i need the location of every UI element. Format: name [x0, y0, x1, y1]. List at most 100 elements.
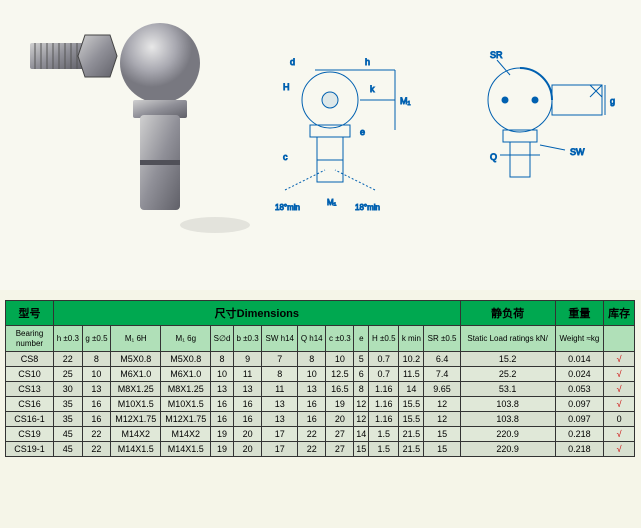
cell-sr: 12 — [424, 397, 460, 412]
cell-e: 5 — [354, 352, 369, 367]
cell-hc: 1.16 — [369, 412, 399, 427]
cell-ck: √ — [604, 382, 635, 397]
header-dimensions: 尺寸Dimensions — [54, 301, 461, 326]
cell-sr: 9.65 — [424, 382, 460, 397]
cell-b: 16 — [233, 412, 262, 427]
cell-q: 16 — [298, 397, 326, 412]
cell-load: 220.9 — [460, 442, 555, 457]
cell-wt: 0.097 — [555, 412, 604, 427]
cell-bearing: CS16-1 — [6, 412, 54, 427]
header-model: 型号 — [6, 301, 54, 326]
svg-text:g: g — [610, 96, 615, 106]
cell-b: 13 — [233, 382, 262, 397]
cell-k: 14 — [399, 382, 424, 397]
header-stock: 库存 — [604, 301, 635, 326]
cell-m1h: M10X1.5 — [111, 397, 161, 412]
cell-wt: 0.014 — [555, 352, 604, 367]
cell-wt: 0.218 — [555, 442, 604, 457]
cell-ck: √ — [604, 397, 635, 412]
cell-b: 11 — [233, 367, 262, 382]
table-row: CS19-14522M14X1.5M14X1.51920172227151.52… — [6, 442, 635, 457]
cell-sw: 11 — [262, 382, 298, 397]
cell-sw: 13 — [262, 397, 298, 412]
cell-c: 20 — [326, 412, 354, 427]
cell-sd: 19 — [211, 442, 233, 457]
cell-load: 103.8 — [460, 412, 555, 427]
col-e: e — [354, 326, 369, 352]
cell-e: 6 — [354, 367, 369, 382]
cell-m1h: M14X1.5 — [111, 442, 161, 457]
col-k: k min — [399, 326, 424, 352]
cell-load: 220.9 — [460, 427, 555, 442]
cell-sw: 7 — [262, 352, 298, 367]
col-m1-6h: M₁ 6H — [111, 326, 161, 352]
cell-sr: 6.4 — [424, 352, 460, 367]
svg-text:c: c — [283, 152, 288, 162]
cell-c: 19 — [326, 397, 354, 412]
cell-g: 22 — [82, 442, 111, 457]
cell-m1h: M6X1.0 — [111, 367, 161, 382]
cell-q: 13 — [298, 382, 326, 397]
cell-hc: 1.16 — [369, 382, 399, 397]
cell-q: 16 — [298, 412, 326, 427]
cell-bearing: CS19-1 — [6, 442, 54, 457]
cell-g: 16 — [82, 397, 111, 412]
svg-text:e: e — [360, 127, 365, 137]
cell-q: 22 — [298, 442, 326, 457]
dimensions-table: 型号 尺寸Dimensions 静负荷 重量 库存 Bearing number… — [5, 300, 635, 457]
cell-c: 10 — [326, 352, 354, 367]
cell-h: 45 — [54, 442, 83, 457]
svg-text:Q: Q — [490, 152, 497, 162]
cell-sw: 17 — [262, 427, 298, 442]
cell-q: 22 — [298, 427, 326, 442]
col-weight: Weight ≈kg — [555, 326, 604, 352]
svg-text:k: k — [370, 84, 375, 94]
cell-k: 21.5 — [399, 442, 424, 457]
cell-m1g: M6X1.0 — [161, 367, 211, 382]
cell-wt: 0.097 — [555, 397, 604, 412]
cell-hc: 1.5 — [369, 442, 399, 457]
svg-text:M₁: M₁ — [400, 96, 411, 106]
table-row: CS133013M8X1.25M8X1.251313111316.581.161… — [6, 382, 635, 397]
cell-sw: 13 — [262, 412, 298, 427]
cell-sd: 10 — [211, 367, 233, 382]
cell-sr: 12 — [424, 412, 460, 427]
cell-g: 16 — [82, 412, 111, 427]
cell-m1h: M14X2 — [111, 427, 161, 442]
cell-q: 10 — [298, 367, 326, 382]
cell-k: 15.5 — [399, 412, 424, 427]
table-row: CS102510M6X1.0M6X1.0101181012.560.711.57… — [6, 367, 635, 382]
col-g: g ±0.5 — [82, 326, 111, 352]
col-b: b ±0.3 — [233, 326, 262, 352]
col-stock — [604, 326, 635, 352]
cell-h: 22 — [54, 352, 83, 367]
cell-hc: 1.16 — [369, 397, 399, 412]
col-sd: S∅d — [211, 326, 233, 352]
product-photo — [15, 15, 255, 245]
svg-text:SW: SW — [570, 147, 585, 157]
dimensions-table-container: 型号 尺寸Dimensions 静负荷 重量 库存 Bearing number… — [5, 300, 635, 457]
cell-k: 10.2 — [399, 352, 424, 367]
col-static: Static Load ratings kN/ — [460, 326, 555, 352]
cell-sr: 7.4 — [424, 367, 460, 382]
cell-g: 8 — [82, 352, 111, 367]
svg-text:18°min: 18°min — [275, 203, 300, 212]
cell-wt: 0.218 — [555, 427, 604, 442]
cell-load: 25.2 — [460, 367, 555, 382]
cell-sd: 8 — [211, 352, 233, 367]
cell-c: 12.5 — [326, 367, 354, 382]
cell-load: 15.2 — [460, 352, 555, 367]
svg-text:H: H — [283, 82, 290, 92]
cell-e: 14 — [354, 427, 369, 442]
cell-m1g: M5X0.8 — [161, 352, 211, 367]
header-static-load: 静负荷 — [460, 301, 555, 326]
cell-sr: 15 — [424, 427, 460, 442]
cell-g: 13 — [82, 382, 111, 397]
cell-g: 10 — [82, 367, 111, 382]
col-q: Q h14 — [298, 326, 326, 352]
cell-bearing: CS16 — [6, 397, 54, 412]
svg-text:h: h — [365, 57, 370, 67]
cell-q: 8 — [298, 352, 326, 367]
cell-load: 53.1 — [460, 382, 555, 397]
cell-b: 16 — [233, 397, 262, 412]
